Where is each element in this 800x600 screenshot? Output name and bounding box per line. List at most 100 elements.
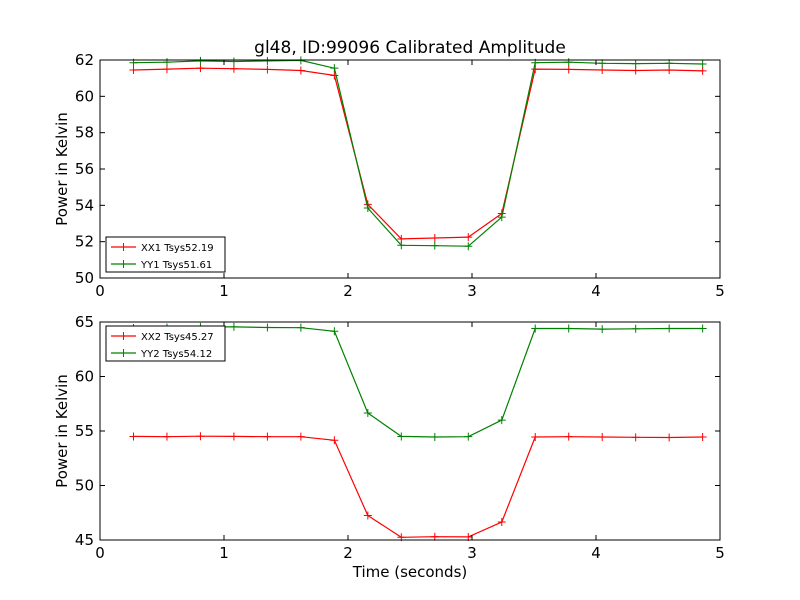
y-tick-label: 50 [75, 269, 94, 287]
data-point [296, 432, 305, 441]
legend-marker [119, 332, 128, 340]
data-point [698, 432, 707, 441]
data-point [263, 432, 272, 441]
legend-marker [119, 243, 128, 251]
y-tick-label: 58 [75, 124, 94, 142]
y-tick-label: 54 [75, 196, 94, 214]
data-point [564, 324, 573, 333]
data-point [430, 432, 439, 441]
series-line-1 [133, 435, 703, 538]
y-tick-label: 56 [75, 160, 94, 178]
data-point [531, 432, 540, 441]
data-point [598, 65, 607, 74]
legend: XX2 Tsys45.27 YY2 Tsys54.12 [105, 325, 226, 362]
data-point [162, 432, 171, 441]
data-point [430, 234, 439, 243]
data-point [397, 241, 406, 250]
series-line-2 [133, 59, 703, 247]
data-point [430, 532, 439, 541]
data-point [330, 71, 339, 80]
data-point [698, 324, 707, 333]
data-point [598, 432, 607, 441]
x-tick-label: 1 [219, 544, 229, 562]
data-point [330, 436, 339, 445]
data-point [564, 432, 573, 441]
series-line-1 [133, 67, 703, 240]
data-point [129, 65, 138, 74]
legend-marker [119, 260, 128, 268]
data-point [196, 64, 205, 73]
data-point [263, 56, 272, 65]
legend-marker [119, 349, 128, 357]
x-tick-label: 0 [95, 282, 105, 300]
y-tick-label: 60 [75, 87, 94, 105]
x-tick-label: 0 [95, 544, 105, 562]
data-point [497, 518, 506, 527]
y-tick-label: 55 [75, 422, 94, 440]
x-tick-label: 3 [467, 282, 477, 300]
data-point [665, 433, 674, 442]
data-point [263, 323, 272, 332]
data-point [464, 432, 473, 441]
data-point [598, 325, 607, 334]
data-point [363, 409, 372, 418]
data-point [497, 213, 506, 222]
data-point [296, 66, 305, 75]
x-axis-label: Time (seconds) [352, 563, 468, 581]
data-point [631, 324, 640, 333]
x-tick-label: 5 [715, 282, 725, 300]
top-panel: 0 1 2 3 4 5 50 52 54 56 58 60 62 Power in Kelvin XX1 T… [53, 51, 725, 300]
data-point [698, 66, 707, 75]
x-tick-label: 4 [591, 544, 601, 562]
x-tick-label: 4 [591, 282, 601, 300]
data-point [229, 322, 238, 331]
y-tick-label: 65 [75, 313, 94, 331]
data-point [330, 327, 339, 336]
y-axis-label: Power in Kelvin [53, 112, 71, 226]
x-tick-label: 5 [715, 544, 725, 562]
data-point [229, 57, 238, 66]
data-point [196, 432, 205, 441]
data-point [263, 65, 272, 74]
y-tick-label: 52 [75, 233, 94, 251]
data-point [464, 233, 473, 242]
data-point [531, 324, 540, 333]
y-tick-label: 45 [75, 531, 94, 549]
data-point [229, 64, 238, 73]
data-point [665, 59, 674, 68]
data-point [330, 64, 339, 73]
x-tick-label: 3 [467, 544, 477, 562]
data-point [296, 323, 305, 332]
legend-label: YY1 Tsys51.61 [140, 260, 212, 271]
data-point [464, 242, 473, 251]
data-point [598, 59, 607, 68]
data-point [665, 65, 674, 74]
data-point [129, 432, 138, 441]
data-point [564, 65, 573, 74]
data-point [631, 66, 640, 75]
data-point [363, 204, 372, 213]
data-point [363, 511, 372, 520]
data-point [229, 432, 238, 441]
data-point [631, 433, 640, 442]
legend-label: XX1 Tsys52.19 [141, 243, 214, 254]
x-tick-label: 1 [219, 282, 229, 300]
data-point [397, 432, 406, 441]
legend-box [105, 325, 226, 362]
y-tick-label: 62 [75, 51, 94, 69]
data-point [497, 416, 506, 425]
legend-label: XX2 Tsys45.27 [141, 332, 214, 343]
legend-label: YY2 Tsys54.12 [140, 349, 212, 360]
legend-box [105, 236, 226, 273]
legend: XX1 Tsys52.19 YY1 Tsys51.61 [105, 236, 226, 273]
x-tick-label: 2 [343, 282, 353, 300]
y-tick-label: 60 [75, 368, 94, 386]
x-tick-label: 2 [343, 544, 353, 562]
data-point [698, 59, 707, 68]
data-point [196, 56, 205, 65]
chart-title: gl48, ID:99096 Calibrated Amplitude [254, 38, 566, 58]
data-point [430, 241, 439, 250]
